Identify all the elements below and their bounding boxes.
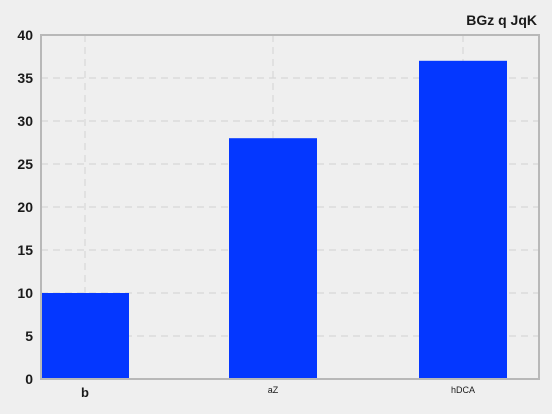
x-tick-label-aZ: aZ: [268, 385, 279, 395]
x-tick-label-b: b: [81, 385, 89, 400]
y-axis-ticks: 0 5 10 15 20 25 30 35 40: [17, 27, 33, 387]
y-tick-label-10: 10: [17, 285, 33, 301]
y-tick-label-40: 40: [17, 27, 33, 43]
y-tick-label-0: 0: [25, 371, 33, 387]
y-tick-label-30: 30: [17, 113, 33, 129]
y-tick-label-35: 35: [17, 70, 33, 86]
bar-b: [41, 293, 129, 379]
x-tick-label-hDCA: hDCA: [451, 385, 475, 395]
y-tick-label-20: 20: [17, 199, 33, 215]
bar-hDCA: [419, 60, 507, 380]
x-axis-ticks: b aZ hDCA: [81, 385, 475, 400]
bar-aZ: [229, 138, 317, 379]
y-tick-label-25: 25: [17, 156, 33, 172]
y-tick-label-5: 5: [25, 328, 33, 344]
chart-title: BGz q JqK: [466, 12, 537, 28]
bars: [41, 60, 507, 380]
plot-frame: [40, 34, 540, 380]
y-tick-label-15: 15: [17, 242, 33, 258]
